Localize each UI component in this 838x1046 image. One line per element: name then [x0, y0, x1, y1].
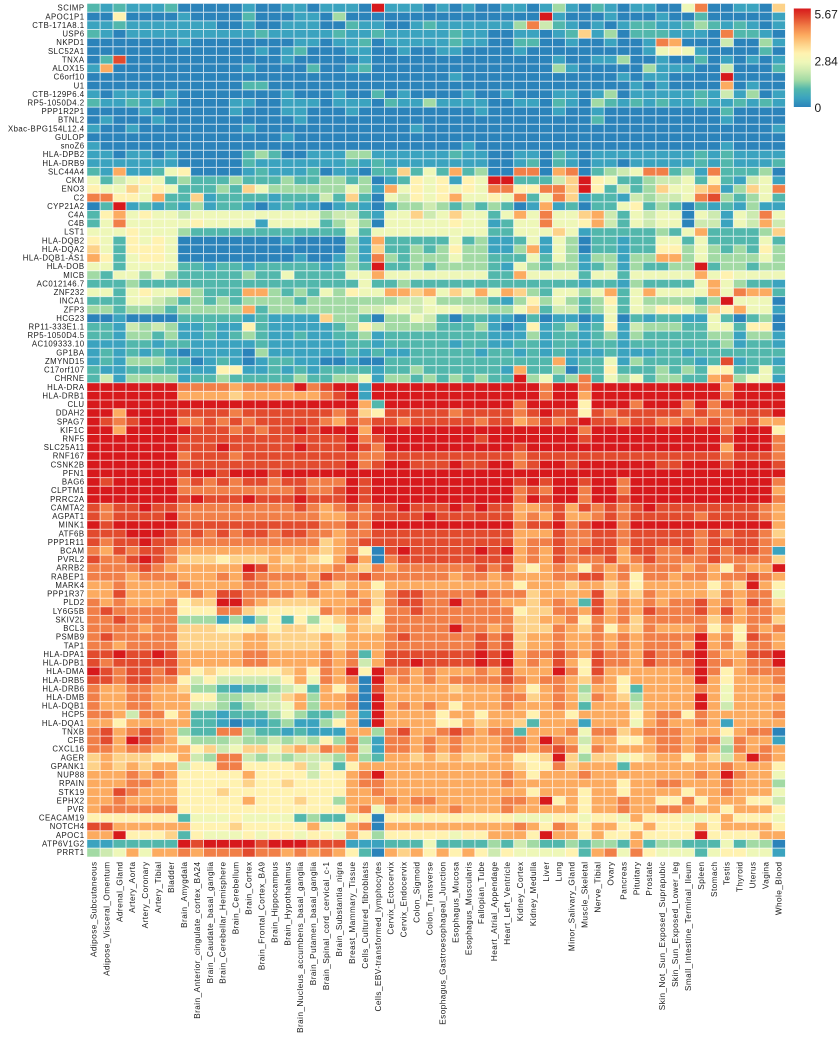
svg-text:Brain_Hippocampus: Brain_Hippocampus: [270, 862, 279, 943]
svg-text:Cervix_Endocervix: Cervix_Endocervix: [400, 862, 409, 938]
svg-text:0: 0: [815, 101, 822, 115]
svg-text:Brain_Substantia_nigra: Brain_Substantia_nigra: [335, 862, 344, 957]
svg-text:Brain_Anterior_cingulate_corte: Brain_Anterior_cingulate_cortex_BA24: [193, 862, 202, 1019]
svg-text:Bladder: Bladder: [167, 862, 176, 893]
svg-text:Esophagus_Muscularis: Esophagus_Muscularis: [464, 862, 473, 956]
svg-text:Prostate: Prostate: [645, 862, 654, 896]
svg-text:Brain_Cortex: Brain_Cortex: [245, 862, 254, 915]
svg-text:GULOP: GULOP: [55, 133, 85, 142]
svg-text:Brain_Cerebellum: Brain_Cerebellum: [232, 862, 241, 935]
svg-text:C6orf10: C6orf10: [54, 73, 85, 82]
svg-text:Adipose_Subcutaneous: Adipose_Subcutaneous: [90, 862, 99, 958]
svg-text:Uterus: Uterus: [749, 862, 758, 889]
svg-text:Skin_Not_Sun_Exposed_Suprapubi: Skin_Not_Sun_Exposed_Suprapubic: [658, 862, 667, 1011]
svg-text:Cells_Cultured_fibroblasts: Cells_Cultured_fibroblasts: [361, 862, 370, 969]
svg-text:5.67: 5.67: [815, 8, 838, 22]
svg-text:ZNF232: ZNF232: [54, 288, 85, 297]
svg-text:Pituitary: Pituitary: [632, 861, 641, 895]
svg-text:SKIV2L: SKIV2L: [55, 615, 84, 624]
svg-text:Stomach: Stomach: [710, 862, 719, 897]
svg-text:CLU: CLU: [68, 400, 85, 409]
svg-text:Adrenal_Gland: Adrenal_Gland: [115, 862, 124, 922]
svg-text:Adipose_Visceral_Omentum: Adipose_Visceral_Omentum: [102, 862, 111, 976]
svg-text:Testis: Testis: [723, 862, 732, 886]
svg-text:Colon_Sigmoid: Colon_Sigmoid: [413, 862, 422, 923]
svg-text:Colon_Transverse: Colon_Transverse: [426, 862, 435, 936]
svg-text:GP1BA: GP1BA: [56, 348, 85, 357]
svg-text:HLA-DMA: HLA-DMA: [46, 667, 85, 676]
svg-text:Cells_EBV-transformed_lymphocy: Cells_EBV-transformed_lymphocytes: [374, 862, 383, 1012]
svg-text:Skin_Sun_Exposed_Lower_leg: Skin_Sun_Exposed_Lower_leg: [671, 862, 680, 988]
svg-text:Liver: Liver: [542, 862, 551, 882]
svg-text:Minor_Salivary_Gland: Minor_Salivary_Gland: [568, 862, 577, 952]
svg-text:ARRB2: ARRB2: [56, 564, 84, 573]
svg-text:Brain_Frontal_Cortex_BA9: Brain_Frontal_Cortex_BA9: [258, 862, 267, 971]
svg-text:Kidney_Medulla: Kidney_Medulla: [529, 862, 538, 927]
svg-text:Brain_Cerebellar_Hemisphere: Brain_Cerebellar_Hemisphere: [219, 862, 228, 984]
svg-text:Lung: Lung: [555, 862, 564, 882]
svg-text:Brain_Amygdala: Brain_Amygdala: [180, 862, 189, 928]
svg-text:Artery_Tibial: Artery_Tibial: [154, 862, 163, 914]
svg-text:2.84: 2.84: [815, 55, 838, 69]
svg-text:CAMTA2: CAMTA2: [51, 503, 85, 512]
svg-text:APOC1: APOC1: [56, 831, 85, 840]
svg-text:Ovary: Ovary: [606, 861, 615, 886]
svg-text:Brain_Spinal_cord_cervical_c-1: Brain_Spinal_cord_cervical_c-1: [322, 862, 331, 991]
svg-text:Brain_Caudate_basal_ganglia: Brain_Caudate_basal_ganglia: [206, 862, 215, 984]
svg-text:Artery_Aorta: Artery_Aorta: [128, 862, 137, 913]
svg-text:CTB-171A8.1: CTB-171A8.1: [32, 21, 84, 30]
svg-text:HLA-DQB2: HLA-DQB2: [42, 236, 85, 245]
svg-text:Small_Intestine_Terminal_Ileum: Small_Intestine_Terminal_Ileum: [684, 862, 693, 992]
svg-text:Whole_Blood: Whole_Blood: [774, 862, 783, 916]
svg-text:Pancreas: Pancreas: [619, 862, 628, 900]
svg-text:Muscle_Skeletal: Muscle_Skeletal: [581, 862, 590, 928]
svg-text:Fallopian_Tube: Fallopian_Tube: [477, 862, 486, 924]
svg-text:HLA-DQA1: HLA-DQA1: [42, 719, 85, 728]
svg-text:Breast_Mammary_Tissue: Breast_Mammary_Tissue: [348, 862, 357, 964]
svg-text:Artery_Coronary: Artery_Coronary: [141, 861, 150, 928]
svg-text:Esophagus_Gastroesophageal_Jun: Esophagus_Gastroesophageal_Junction: [438, 862, 447, 1025]
svg-text:Esophagus_Mucosa: Esophagus_Mucosa: [451, 862, 460, 943]
svg-text:Heart_Left_Ventricle: Heart_Left_Ventricle: [503, 862, 512, 945]
svg-text:Cervix_Ectocervix: Cervix_Ectocervix: [387, 862, 396, 935]
svg-text:ENO3: ENO3: [61, 185, 84, 194]
svg-text:RNF167: RNF167: [53, 452, 85, 461]
svg-text:PRRT1: PRRT1: [57, 848, 85, 857]
svg-text:Thyroid: Thyroid: [736, 862, 745, 892]
svg-text:Vagina: Vagina: [762, 862, 771, 890]
svg-text:Brain_Hypothalamus: Brain_Hypothalamus: [283, 862, 292, 946]
svg-text:Spleen: Spleen: [697, 862, 706, 890]
svg-text:Heart_Atrial_Appendage: Heart_Atrial_Appendage: [490, 862, 499, 962]
svg-text:Nerve_Tibial: Nerve_Tibial: [594, 862, 603, 913]
svg-text:Brain_Putamen_basal_ganglia: Brain_Putamen_basal_ganglia: [309, 862, 318, 986]
svg-text:RPAIN: RPAIN: [59, 779, 85, 788]
svg-text:Kidney_Cortex: Kidney_Cortex: [516, 862, 525, 922]
svg-text:Brain_Nucleus_accumbens_basal_: Brain_Nucleus_accumbens_basal_ganglia: [296, 862, 305, 1033]
